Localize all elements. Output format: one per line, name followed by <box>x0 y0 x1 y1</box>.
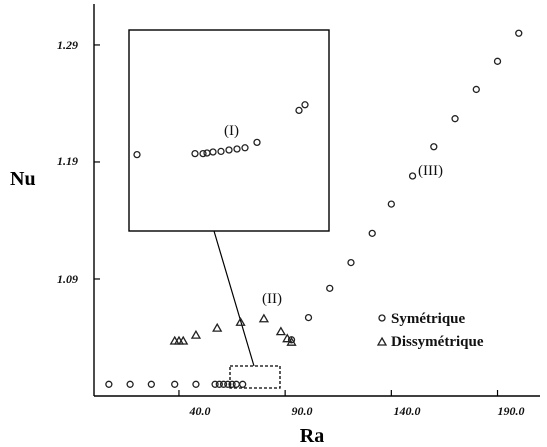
data-point-dissymetrique <box>286 336 297 346</box>
data-point-symetrique <box>493 57 502 65</box>
y-axis-label: Nu <box>10 168 36 190</box>
x-tick-label: 140.0 <box>394 404 421 418</box>
data-point-symetrique <box>387 200 395 208</box>
data-point-symetrique <box>215 380 223 388</box>
inset-data-point <box>301 101 309 109</box>
data-point-symetrique <box>232 380 240 388</box>
data-point-symetrique <box>347 258 355 267</box>
zoom-box <box>229 365 281 389</box>
x-axis-label: Ra <box>300 425 324 447</box>
inset-panel: (I) <box>128 29 330 232</box>
data-point-dissymetrique <box>190 329 202 339</box>
legend: Symétrique Dissymétrique <box>376 311 484 350</box>
inset-data-point <box>133 150 141 159</box>
zoom-indicator <box>213 230 281 389</box>
inset-region-label: (I) <box>224 123 239 139</box>
region-label-II: (II) <box>262 291 282 307</box>
data-point-symetrique <box>228 380 236 388</box>
data-point-dissymetrique <box>258 313 270 323</box>
region-label-III: (III) <box>418 163 443 179</box>
data-point-symetrique <box>211 380 219 388</box>
x-axis-ticks <box>178 390 499 396</box>
data-point-symetrique <box>105 380 113 388</box>
inset-frame <box>128 29 330 232</box>
y-axis-ticks <box>94 44 100 280</box>
data-point-symetrique <box>147 380 155 388</box>
data-point-dissymetrique <box>212 322 223 332</box>
data-point-symetrique <box>430 143 438 151</box>
data-point-dissymetrique <box>235 316 246 326</box>
inset-data-point <box>233 145 241 153</box>
y-tick-label: 1.29 <box>57 38 78 52</box>
data-point-symetrique <box>515 29 523 37</box>
data-point-symetrique <box>472 85 480 94</box>
data-point-symetrique <box>326 284 334 292</box>
data-point-symetrique <box>126 380 134 388</box>
y-tick-label: 1.19 <box>57 154 78 168</box>
data-point-dissymetrique <box>282 333 293 343</box>
data-point-symetrique <box>239 380 247 388</box>
y-tick-label: 1.09 <box>57 272 78 286</box>
data-point-symetrique <box>192 380 200 388</box>
inset-points <box>133 101 309 159</box>
data-point-dissymetrique <box>178 335 189 345</box>
inset-data-point <box>191 149 199 158</box>
inset-data-point <box>253 138 261 147</box>
inset-connector-line <box>213 230 255 367</box>
legend-triangle-marker <box>376 336 388 346</box>
data-point-symetrique <box>171 380 179 388</box>
data-point-symetrique <box>224 380 232 388</box>
inset-data-point <box>225 146 233 154</box>
data-point-symetrique <box>368 229 376 237</box>
inset-data-point <box>209 148 217 156</box>
inset-data-point <box>295 106 303 115</box>
data-series <box>105 29 523 388</box>
legend-label-dissymetrique: Dissymétrique <box>391 334 484 350</box>
data-point-symetrique <box>219 380 228 388</box>
plot-frame <box>93 4 540 397</box>
x-tick-label: 190.0 <box>498 404 525 418</box>
legend-circle-marker <box>378 314 386 322</box>
x-tick-label: 40.0 <box>189 404 211 418</box>
inset-data-point <box>241 144 249 152</box>
inset-data-point <box>217 147 225 156</box>
legend-label-symetrique: Symétrique <box>391 311 466 327</box>
data-point-symetrique <box>451 115 459 123</box>
inset-data-point <box>199 149 207 158</box>
data-point-symetrique <box>408 172 417 180</box>
data-point-symetrique <box>304 313 313 322</box>
data-point-dissymetrique <box>275 326 287 336</box>
x-tick-label: 90.0 <box>292 404 313 418</box>
data-point-symetrique <box>287 336 296 344</box>
